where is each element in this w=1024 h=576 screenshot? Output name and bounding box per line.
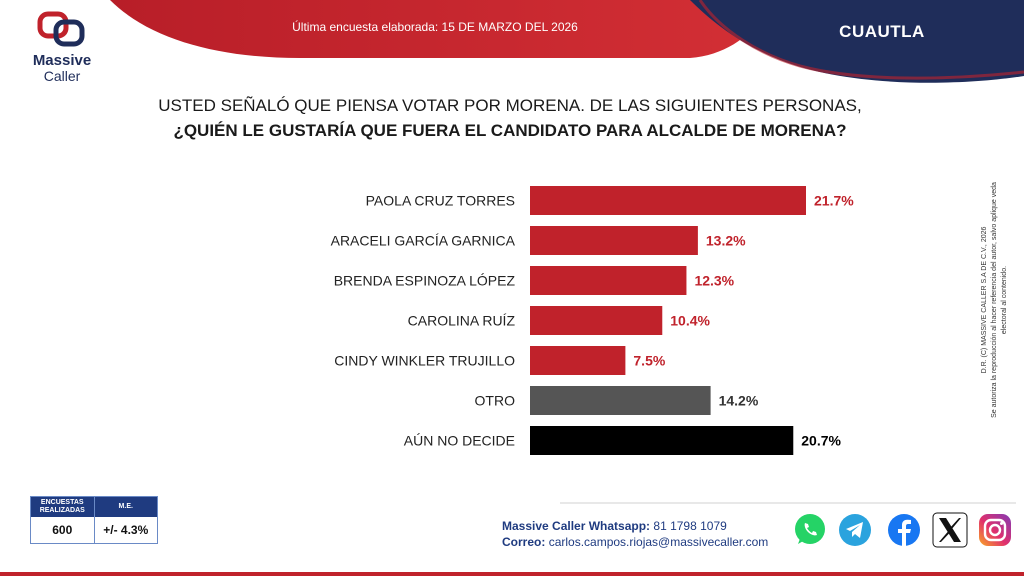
email-address[interactable]: carlos.campos.riojas@massivecaller.com bbox=[548, 535, 769, 549]
survey-meta-table: ENCUESTAS REALIZADAS M.E. 600 +/- 4.3% bbox=[30, 496, 158, 544]
whatsapp-number[interactable]: 81 1798 1079 bbox=[653, 519, 727, 533]
bar bbox=[530, 226, 698, 255]
category-label: CINDY WINKLER TRUJILLO bbox=[334, 353, 515, 369]
bar bbox=[530, 386, 711, 415]
footer-accent-line bbox=[0, 572, 1024, 576]
value-label: 21.7% bbox=[814, 193, 854, 209]
value-label: 14.2% bbox=[719, 393, 759, 409]
email-label: Correo: bbox=[502, 535, 546, 549]
category-label: PAOLA CRUZ TORRES bbox=[366, 193, 515, 209]
city-name: CUAUTLA bbox=[839, 22, 925, 41]
whatsapp-contact: Massive Caller Whatsapp: 81 1798 1079 bbox=[502, 519, 727, 533]
footer-divider bbox=[560, 502, 1016, 504]
bar bbox=[530, 186, 806, 215]
copyright-line-2: Se autoriza la reproducción al hacer ref… bbox=[991, 182, 1008, 418]
margin-error-value: +/- 4.3% bbox=[103, 523, 149, 537]
instagram-icon[interactable] bbox=[977, 512, 1013, 548]
telegram-icon[interactable] bbox=[837, 512, 873, 548]
x-icon[interactable] bbox=[932, 512, 968, 548]
bar bbox=[530, 266, 687, 295]
category-label: OTRO bbox=[475, 393, 516, 409]
massive-caller-logo: Massive Caller bbox=[22, 10, 102, 86]
category-label: AÚN NO DECIDE bbox=[404, 433, 515, 449]
facebook-icon[interactable] bbox=[886, 512, 922, 548]
margin-error-label: M.E. bbox=[118, 503, 133, 510]
category-label: CAROLINA RUÍZ bbox=[408, 313, 516, 329]
header-band bbox=[110, 0, 1024, 83]
logo-text-caller: Caller bbox=[43, 68, 81, 84]
copyright-line-1: D.R. (C) MASSIVE CALLER S.A DE C.V., 202… bbox=[981, 226, 988, 374]
question-line-1: USTED SEÑALÓ QUE PIENSA VOTAR POR MORENA… bbox=[158, 96, 862, 115]
copyright-note: D.R. (C) MASSIVE CALLER S.A DE C.V., 202… bbox=[980, 175, 1020, 425]
value-label: 12.3% bbox=[694, 273, 734, 289]
bar bbox=[530, 346, 626, 375]
category-label: ARACELI GARCÍA GARNICA bbox=[331, 233, 516, 249]
value-label: 13.2% bbox=[706, 233, 746, 249]
value-label: 20.7% bbox=[801, 433, 841, 449]
question-line-2: ¿QUIÉN LE GUSTARÍA QUE FUERA EL CANDIDAT… bbox=[173, 121, 847, 140]
logo-mark-icon bbox=[37, 11, 85, 47]
whatsapp-icon[interactable] bbox=[792, 512, 828, 548]
email-contact: Correo: carlos.campos.riojas@massivecall… bbox=[502, 535, 768, 549]
bar bbox=[530, 306, 663, 335]
whatsapp-label: Massive Caller Whatsapp: bbox=[502, 519, 651, 533]
bar bbox=[530, 426, 794, 455]
logo-text-massive: Massive bbox=[32, 52, 92, 69]
value-label: 7.5% bbox=[633, 353, 665, 369]
value-label: 10.4% bbox=[670, 313, 710, 329]
category-label: BRENDA ESPINOZA LÓPEZ bbox=[334, 273, 516, 289]
survey-date: Última encuesta elaborada: 15 DE MARZO D… bbox=[292, 20, 578, 34]
surveys-label: ENCUESTAS REALIZADAS bbox=[31, 497, 95, 517]
surveys-value: 600 bbox=[31, 517, 95, 543]
